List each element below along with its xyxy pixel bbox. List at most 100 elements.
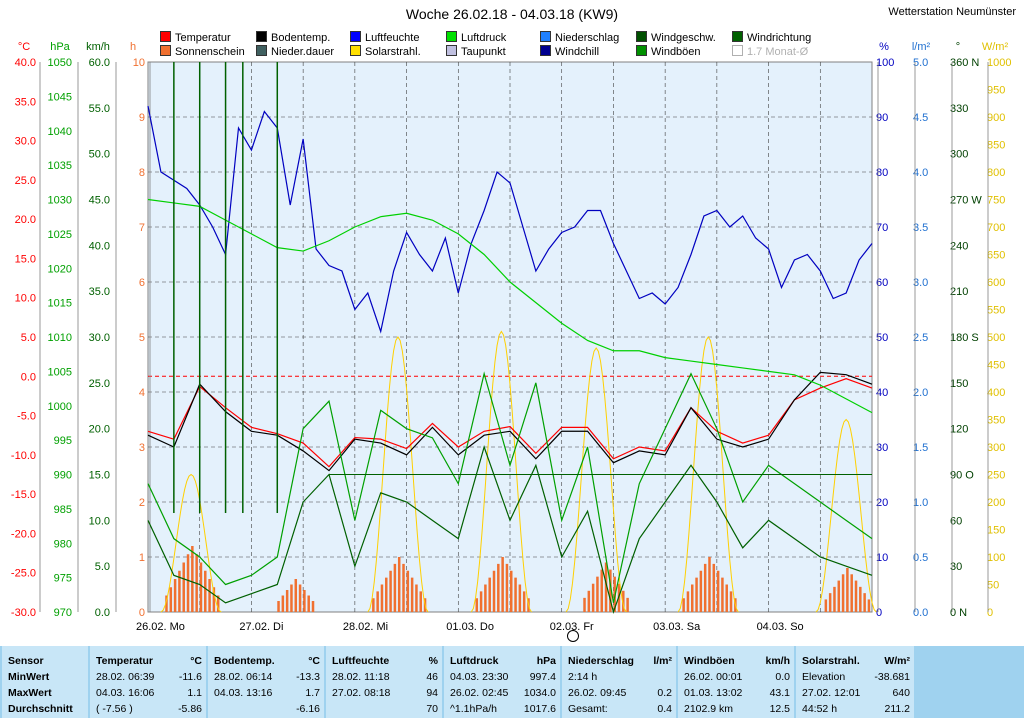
axis-tick-hours: 4 [139, 387, 145, 399]
sunshine-bar [729, 591, 733, 612]
axis-tick-rain: 2.5 [913, 332, 928, 344]
sunshine-bar [510, 570, 513, 612]
legend-item[interactable]: Taupunkt [446, 45, 506, 58]
stats-cell: Solarstrahl. [802, 655, 860, 667]
sunshine-bar [497, 563, 500, 612]
legend-item[interactable]: 1.7 Monat-Ø [732, 45, 808, 58]
stats-cell: l/m² [653, 655, 672, 667]
legend-item[interactable]: Windchill [540, 45, 599, 58]
stats-cell: 0.2 [657, 687, 672, 699]
axis-tick-solar: 950 [987, 85, 1005, 97]
axis-tick-direction: 360 N [950, 57, 979, 69]
sunshine-bar [307, 595, 310, 612]
sunshine-bar [708, 557, 711, 612]
axis-tick-wind: 45.0 [89, 195, 110, 207]
sunshine-bar [208, 579, 211, 612]
axis-tick-rain: 3.5 [913, 222, 928, 234]
sunshine-bar [165, 595, 168, 612]
stats-cell: MinWert [8, 671, 50, 683]
axis-tick-temp: 30.0 [15, 136, 36, 148]
sunshine-bar [410, 577, 414, 612]
stats-cell: ( -7.56 ) [96, 703, 133, 715]
axis-unit-temp: °C [18, 41, 30, 53]
legend-item[interactable]: Bodentemp. [256, 31, 330, 44]
chart-title: Woche 26.02.18 - 04.03.18 (KW9) [405, 6, 619, 22]
series-luftdruck [147, 198, 873, 414]
axis-tick-rain: 0.0 [913, 607, 928, 619]
legend-label: Taupunkt [461, 46, 506, 58]
stats-cell: 70 [426, 703, 438, 715]
legend-item[interactable]: Windrichtung [732, 31, 811, 44]
axis-tick-rain: 2.0 [913, 387, 928, 399]
day-label: 26.02. Mo [136, 621, 185, 633]
legend-item[interactable]: Luftdruck [446, 31, 506, 44]
sunshine-bar [505, 563, 509, 612]
sunshine-bar [191, 546, 194, 612]
legend-swatch [732, 45, 743, 56]
solar-curve [677, 336, 739, 613]
axis-tick-rain: 4.5 [913, 112, 928, 124]
cursor-marker[interactable] [567, 630, 579, 642]
sunshine-bar [285, 590, 289, 612]
stats-cell: 640 [892, 687, 910, 699]
legend-item[interactable]: Nieder.dauer [256, 45, 334, 58]
axis-tick-direction: 180 S [950, 332, 979, 344]
axis-unit-direction: ° [956, 41, 960, 53]
sunshine-bar [850, 574, 853, 612]
legend-item[interactable]: Windböen [636, 45, 701, 58]
sunshine-bar [397, 557, 401, 612]
sunshine-bar [298, 584, 302, 612]
stats-cell: 1034.0 [523, 687, 556, 699]
axis-tick-solar: 200 [987, 497, 1005, 509]
sunshine-bar [277, 601, 280, 612]
axis-unit-humidity: % [879, 41, 889, 53]
stats-cell: W/m² [884, 655, 910, 667]
day-label: 28.02. Mi [343, 621, 388, 633]
axis-tick-temp: 40.0 [15, 57, 36, 69]
axis-tick-hours: 6 [139, 277, 145, 289]
legend-swatch [256, 45, 267, 56]
legend-item[interactable]: Niederschlag [540, 31, 619, 44]
axis-tick-temp: 0.0 [21, 371, 36, 383]
axis-tick-pressure: 1045 [48, 91, 72, 103]
stats-cell: 26.02. 00:01 [684, 671, 743, 683]
stats-cell: 1.1 [187, 687, 202, 699]
axis-tick-solar: 350 [987, 415, 1005, 427]
axis-tick-hours: 1 [139, 552, 145, 564]
legend-item[interactable]: Luftfeuchte [350, 31, 419, 44]
axis-tick-temp: 20.0 [15, 214, 36, 226]
stats-cell: 1017.6 [523, 703, 556, 715]
sunshine-bar [372, 598, 375, 612]
legend-item[interactable]: Solarstrahl. [350, 45, 421, 58]
axis-tick-solar: 400 [987, 387, 1005, 399]
legend-label: Windgeschw. [651, 32, 716, 44]
axis-tick-wind: 60.0 [89, 57, 110, 69]
axis-tick-wind: 15.0 [89, 470, 110, 482]
legend-item[interactable]: Windgeschw. [636, 31, 716, 44]
legend-swatch [540, 45, 551, 56]
stats-cell: 28.02. 06:39 [96, 671, 155, 683]
sunshine-bar [173, 579, 177, 612]
series-windben [147, 371, 873, 603]
axis-tick-humidity: 100 [876, 57, 894, 69]
sunshine-bar [854, 580, 858, 612]
axis-tick-solar: 0 [987, 607, 993, 619]
axis-tick-wind: 50.0 [89, 149, 110, 161]
legend-swatch [350, 31, 361, 42]
axis-tick-wind: 40.0 [89, 240, 110, 252]
axis-unit-pressure: hPa [50, 41, 70, 53]
sunshine-bar [290, 584, 293, 612]
sunshine-bar [376, 591, 379, 612]
axis-tick-wind: 35.0 [89, 286, 110, 298]
sunshine-bar [522, 591, 526, 612]
legend-item[interactable]: Sonnenschein [160, 45, 245, 58]
legend-item[interactable]: Temperatur [160, 31, 231, 44]
sunshine-bar [212, 587, 216, 612]
sunshine-bar [587, 590, 591, 612]
stats-cell: Luftdruck [450, 655, 499, 667]
axis-tick-hours: 9 [139, 112, 145, 124]
stats-cell: ^1.1hPa/h [450, 703, 497, 715]
sunshine-bar [691, 584, 694, 612]
axis-tick-pressure: 995 [54, 435, 72, 447]
station-name: Wetterstation Neumünster [888, 6, 1016, 18]
